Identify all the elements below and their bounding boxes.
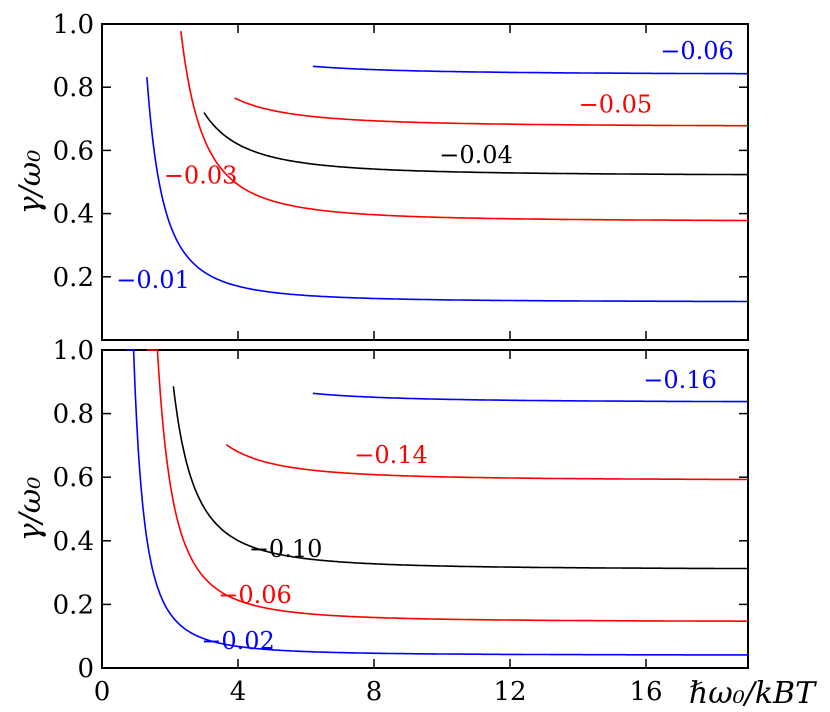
x-tick-label: 16 bbox=[629, 677, 662, 707]
y-tick-label: 0.4 bbox=[53, 200, 94, 230]
bottom-y-axis-label-text: γ/ω₀ bbox=[13, 477, 48, 542]
bottom-y-ticks: 0 0.2 0.4 0.6 0.8 1.0 bbox=[53, 336, 748, 684]
x-axis-label: ℏω₀/kBT bbox=[689, 676, 817, 711]
bottom-x-ticks: 0 4 8 12 16 bbox=[94, 350, 663, 707]
curve-label: −0.06 bbox=[660, 37, 734, 65]
curve-label: −0.10 bbox=[249, 535, 323, 563]
x-tick-label: 0 bbox=[94, 677, 111, 707]
y-tick-label: 0.4 bbox=[53, 527, 94, 557]
bottom-panel: 0 0.2 0.4 0.6 0.8 1.0 0 4 8 12 16 −0.02 −0.06 −0.10… bbox=[13, 336, 817, 711]
y-tick-label: 1.0 bbox=[53, 10, 94, 40]
series-line bbox=[146, 349, 748, 622]
series-line bbox=[146, 77, 748, 303]
top-curves bbox=[146, 31, 748, 303]
bottom-y-axis-label: γ/ω₀ bbox=[13, 477, 48, 542]
top-curve-labels: −0.01 −0.03 −0.04 −0.05−0.06 bbox=[116, 37, 734, 294]
y-tick-label: 0 bbox=[77, 654, 94, 684]
series-line bbox=[203, 112, 748, 176]
y-tick-label: 0.6 bbox=[53, 136, 94, 166]
x-axis-label-text: ℏω₀/kBT bbox=[689, 676, 817, 711]
series-line bbox=[125, 349, 748, 656]
top-x-ticks bbox=[101, 24, 647, 340]
series-line bbox=[225, 443, 748, 481]
top-y-axis-label-text: γ/ω₀ bbox=[13, 150, 48, 215]
y-tick-label: 0.2 bbox=[53, 263, 94, 293]
y-tick-label: 0.2 bbox=[53, 590, 94, 620]
curve-label: −0.01 bbox=[116, 266, 190, 294]
series-line bbox=[180, 31, 748, 222]
top-y-ticks: 0.2 0.4 0.6 0.8 1.0 bbox=[53, 10, 748, 293]
bottom-curves bbox=[125, 349, 749, 656]
x-tick-label: 4 bbox=[230, 677, 247, 707]
series-line bbox=[312, 392, 748, 403]
curve-label: −0.05 bbox=[579, 91, 653, 119]
y-tick-label: 0.6 bbox=[53, 463, 94, 493]
series-line bbox=[312, 65, 748, 75]
curve-label: −0.16 bbox=[643, 366, 717, 394]
curve-label: −0.06 bbox=[218, 581, 292, 609]
curve-label: −0.02 bbox=[201, 627, 275, 655]
curve-label: −0.04 bbox=[439, 141, 513, 169]
top-plot-frame bbox=[101, 23, 749, 341]
bottom-curve-labels: −0.02 −0.06 −0.10 −0.14 −0.16 bbox=[201, 366, 717, 655]
bottom-plot-frame bbox=[101, 349, 749, 669]
curve-label: −0.03 bbox=[164, 162, 238, 190]
series-line bbox=[172, 386, 749, 570]
top-y-axis-label: γ/ω₀ bbox=[13, 150, 48, 215]
x-tick-label: 12 bbox=[493, 677, 526, 707]
y-tick-label: 0.8 bbox=[53, 73, 94, 103]
series-line bbox=[234, 97, 748, 127]
y-tick-label: 1.0 bbox=[53, 336, 94, 366]
curve-label: −0.14 bbox=[354, 441, 428, 469]
x-tick-label: 8 bbox=[366, 677, 383, 707]
top-panel: 0.2 0.4 0.6 0.8 1.0 −0.01 −0.03 −0.04 −0.05−0.0… bbox=[13, 10, 749, 341]
y-tick-label: 0.8 bbox=[53, 400, 94, 430]
